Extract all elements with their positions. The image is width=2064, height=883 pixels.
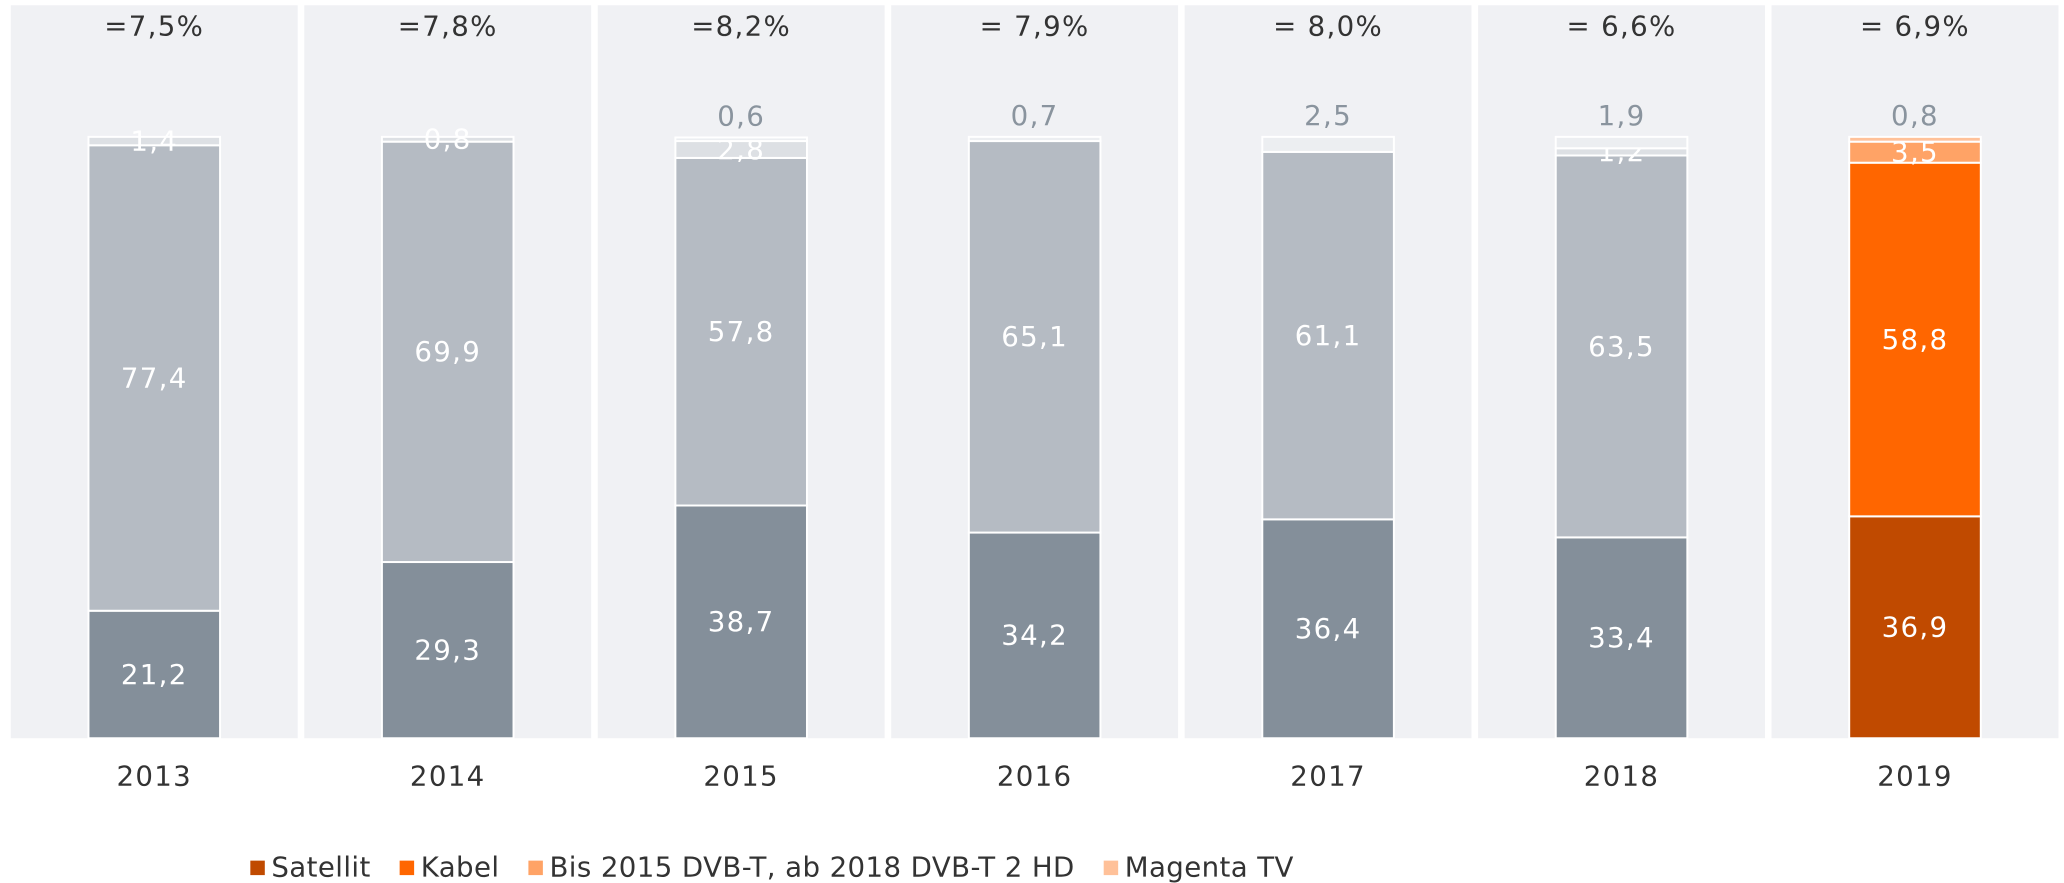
data-label: 2,5 <box>1304 99 1352 132</box>
annotation: = 6,9% <box>1860 10 1970 43</box>
x-tick-label: 2013 <box>116 760 192 793</box>
bar-segment <box>87 135 222 147</box>
data-label: 21,2 <box>121 658 188 691</box>
legend-label: Kabel <box>421 851 500 883</box>
bar-segment <box>967 135 1102 143</box>
data-label: 29,3 <box>414 633 481 666</box>
data-label: 36,4 <box>1295 612 1362 645</box>
legend-swatch <box>1103 860 1119 876</box>
annotation: = 8,0% <box>1273 10 1383 43</box>
bar-segment <box>1261 518 1395 740</box>
annotation: =7,5% <box>104 10 204 43</box>
data-label: 0,8 <box>424 123 472 156</box>
bar-segment <box>87 609 222 740</box>
bar-segment <box>1848 135 1982 143</box>
bar-segment <box>1261 135 1395 153</box>
bar-segment <box>1848 515 1982 740</box>
annotation: = 7,9% <box>980 10 1090 43</box>
x-tick-label: 2014 <box>410 760 486 793</box>
data-label: 36,9 <box>1882 611 1949 644</box>
x-tick-label: 2016 <box>997 760 1073 793</box>
bar-segment <box>1848 161 1982 518</box>
data-label: 65,1 <box>1001 320 1068 353</box>
data-label: 69,9 <box>414 335 481 368</box>
data-label: 0,7 <box>1011 99 1059 132</box>
legend-swatch <box>250 860 265 876</box>
legend-label: Magenta TV <box>1125 851 1294 883</box>
bar-segment <box>967 531 1102 740</box>
x-tick-label: 2018 <box>1584 760 1660 793</box>
bar-segment <box>967 140 1102 534</box>
x-tick-label: 2019 <box>1877 760 1953 793</box>
data-label: 61,1 <box>1295 319 1362 352</box>
legend-swatch <box>528 860 543 876</box>
annotation: =8,2% <box>691 10 791 43</box>
data-label: 77,4 <box>121 361 188 394</box>
data-label: 58,8 <box>1882 323 1949 356</box>
bar-segment <box>1554 154 1689 539</box>
data-label: 34,2 <box>1001 619 1068 652</box>
bar-segment <box>1261 150 1395 521</box>
data-label: 57,8 <box>708 315 775 348</box>
annotation: =7,8% <box>398 10 498 43</box>
annotation: = 6,6% <box>1567 10 1677 43</box>
data-label: 0,6 <box>717 100 765 133</box>
data-label: 1,4 <box>130 124 178 157</box>
bar-segment <box>674 136 808 143</box>
x-tick-label: 2015 <box>703 760 779 793</box>
data-label: 33,4 <box>1588 621 1655 654</box>
bar-segment <box>1554 135 1689 150</box>
legend-swatch <box>399 860 415 876</box>
data-label: 1,9 <box>1598 99 1646 132</box>
legend-label: Satellit <box>271 851 370 883</box>
x-tick-label: 2017 <box>1290 760 1366 793</box>
legend-label: Bis 2015 DVB-T, ab 2018 DVB-T 2 HD <box>549 851 1074 883</box>
data-label: 38,7 <box>708 605 775 638</box>
data-label: 63,5 <box>1588 330 1655 363</box>
bar-segment <box>380 135 515 143</box>
data-label: 0,8 <box>1891 99 1939 132</box>
